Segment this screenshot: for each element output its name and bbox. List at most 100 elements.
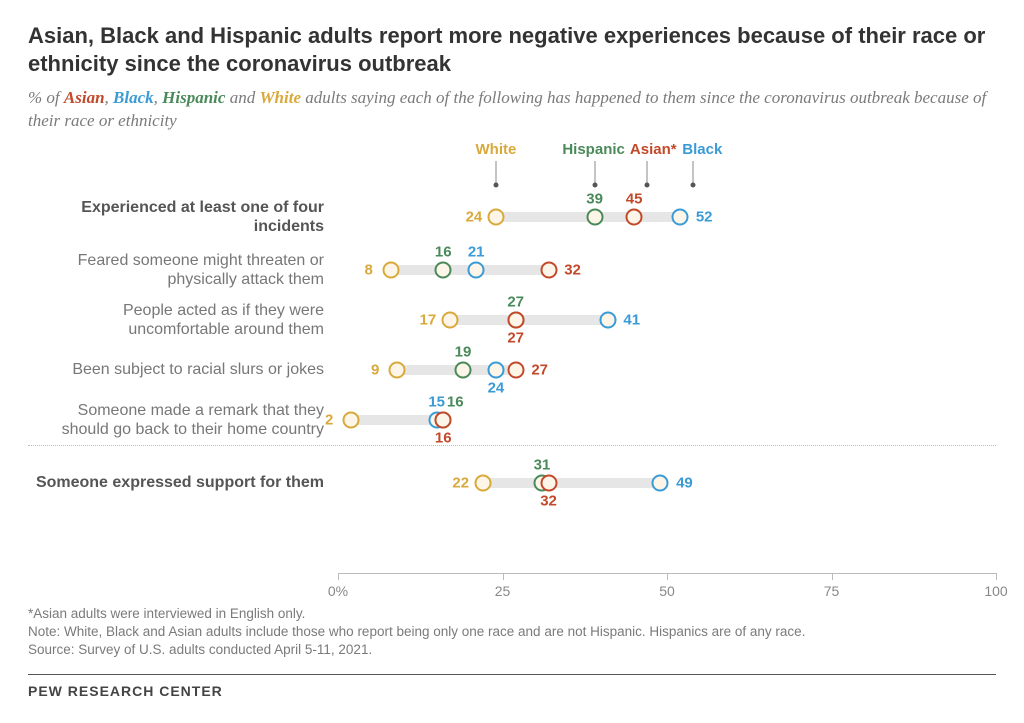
dot-black <box>468 261 485 278</box>
dot-asian <box>540 474 557 491</box>
range-track <box>483 478 661 488</box>
value-hispanic: 39 <box>586 190 603 207</box>
value-hispanic: 27 <box>507 293 524 310</box>
value-white: 24 <box>466 208 483 225</box>
footnote-asterisk: *Asian adults were interviewed in Englis… <box>28 605 996 623</box>
row-label: Experienced at least one of four inciden… <box>28 198 338 236</box>
dot-white <box>441 311 458 328</box>
section-divider <box>28 445 996 455</box>
value-black: 24 <box>488 379 505 396</box>
org-credit: PEW RESEARCH CENTER <box>28 674 996 699</box>
footnote-note: Note: White, Black and Asian adults incl… <box>28 623 996 641</box>
axis-label: 100 <box>984 583 1007 599</box>
subtitle-group-hispanic: Hispanic <box>162 88 225 107</box>
range-track <box>450 315 608 325</box>
legend-leader-black <box>693 161 694 185</box>
subtitle-group-black: Black <box>113 88 154 107</box>
dot-hispanic <box>586 208 603 225</box>
legend-leader-hispanic <box>594 161 595 185</box>
chart-row: Been subject to racial slurs or jokes 9 19… <box>28 345 996 395</box>
value-white: 17 <box>420 311 437 328</box>
legend-label-white: White <box>475 141 516 158</box>
legend-tick-black <box>691 182 696 187</box>
subtitle-group-white: White <box>259 88 301 107</box>
footnote-source: Source: Survey of U.S. adults conducted … <box>28 641 996 659</box>
row-label: Someone made a remark that they should g… <box>28 401 338 439</box>
row-plot: 2151616 <box>338 395 996 445</box>
footnotes: *Asian adults were interviewed in Englis… <box>28 605 996 660</box>
row-label: People acted as if they were uncomfortab… <box>28 301 338 339</box>
chart-row: People acted as if they were uncomfortab… <box>28 295 996 345</box>
subtitle-prefix: % of <box>28 88 64 107</box>
value-black: 52 <box>696 208 713 225</box>
value-hispanic: 31 <box>534 456 551 473</box>
dot-white <box>487 208 504 225</box>
value-hispanic: 16 <box>447 393 464 410</box>
dot-asian <box>626 208 643 225</box>
value-asian: 27 <box>531 361 548 378</box>
legend-leader-asian <box>647 161 648 185</box>
chart-row: Feared someone might threaten or physica… <box>28 245 996 295</box>
value-black: 49 <box>676 474 693 491</box>
dot-hispanic <box>455 361 472 378</box>
legend-tick-asian <box>645 182 650 187</box>
dot-black <box>487 361 504 378</box>
row-label: Someone expressed support for them <box>28 473 338 492</box>
value-white: 22 <box>452 474 469 491</box>
dot-hispanic <box>435 261 452 278</box>
axis-tick <box>338 573 339 580</box>
value-asian: 45 <box>626 190 643 207</box>
row-label: Feared someone might threaten or physica… <box>28 251 338 289</box>
dot-white <box>343 411 360 428</box>
legend-label-asian: Asian* <box>630 141 677 158</box>
subtitle-group-asian: Asian <box>64 88 105 107</box>
row-plot: 22 31 32 49 <box>338 455 996 511</box>
chart-row: Someone expressed support for them 22 31 32… <box>28 455 996 511</box>
value-hispanic: 16 <box>435 243 452 260</box>
x-axis: 0%255075100 <box>338 573 996 601</box>
value-asian: 32 <box>564 261 581 278</box>
row-plot: 9 19 24 27 <box>338 345 996 395</box>
axis-tick <box>667 573 668 580</box>
chart-row: Experienced at least one of four inciden… <box>28 189 996 245</box>
chart-title: Asian, Black and Hispanic adults report … <box>28 22 996 77</box>
chart-row: Someone made a remark that they should g… <box>28 395 996 445</box>
axis-tick <box>832 573 833 580</box>
dot-black <box>599 311 616 328</box>
dot-white <box>474 474 491 491</box>
value-white: 8 <box>364 261 372 278</box>
legend-tick-white <box>493 182 498 187</box>
dot-black <box>652 474 669 491</box>
axis-label: 25 <box>495 583 511 599</box>
row-plot: 17 27 27 41 <box>338 295 996 345</box>
row-plot: 8 16 21 32 <box>338 245 996 295</box>
value-asian: 32 <box>540 492 557 509</box>
value-white: 2 <box>325 411 333 428</box>
row-plot: 24 39 45 52 <box>338 189 996 245</box>
value-black: 41 <box>623 311 640 328</box>
value-asian: 27 <box>507 329 524 346</box>
axis-tick <box>503 573 504 580</box>
legend-tick-hispanic <box>592 182 597 187</box>
value-white: 9 <box>371 361 379 378</box>
legend-leader-white <box>495 161 496 185</box>
legend-callouts: WhiteHispanicAsian*Black <box>338 141 996 189</box>
dot-asian <box>435 411 452 428</box>
legend-label-hispanic: Hispanic <box>562 141 625 158</box>
value-hispanic: 19 <box>455 343 472 360</box>
dot-asian <box>540 261 557 278</box>
dot-white <box>389 361 406 378</box>
value-black: 21 <box>468 243 485 260</box>
dot-black <box>672 208 689 225</box>
row-label: Been subject to racial slurs or jokes <box>28 360 338 379</box>
value-asian: 16 <box>435 429 452 446</box>
dot-plot-chart: WhiteHispanicAsian*Black Experienced at … <box>28 141 996 601</box>
dot-white <box>382 261 399 278</box>
axis-label: 0% <box>328 583 348 599</box>
axis-label: 50 <box>659 583 675 599</box>
chart-rows: Experienced at least one of four inciden… <box>28 189 996 569</box>
chart-subtitle: % of Asian, Black, Hispanic and White ad… <box>28 87 996 133</box>
dot-asian <box>507 311 524 328</box>
value-black: 15 <box>428 393 445 410</box>
axis-tick <box>996 573 997 580</box>
